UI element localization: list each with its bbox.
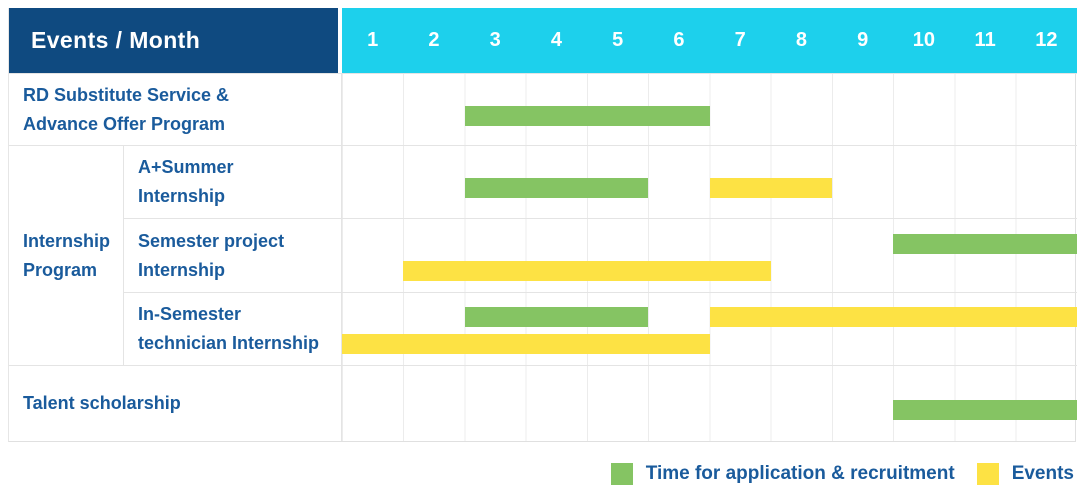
month-header-10: 10 <box>912 29 935 51</box>
months-header-row: 1 2 3 4 5 6 7 8 9 10 11 12 <box>342 8 1077 73</box>
row-label-semester-project-internship: Semester project Internship <box>124 218 342 292</box>
month-header-2: 2 <box>428 29 440 51</box>
month-header-8: 8 <box>795 29 807 51</box>
gantt-row-bars-talent-scholarship <box>342 365 1077 441</box>
row-label-rd-substitute-service: RD Substitute Service & Advance Offer Pr… <box>9 73 342 145</box>
schedule-table: Events / Month 1 2 3 4 5 6 7 8 9 10 11 1… <box>8 8 1077 442</box>
gantt-row-bars-semester-project <box>342 218 1077 292</box>
row-label-talent-scholarship: Talent scholarship <box>9 365 342 441</box>
month-header-4: 4 <box>550 29 562 51</box>
month-header-6: 6 <box>673 29 685 51</box>
application-period-bar <box>464 105 710 126</box>
gantt-row-bars-in-semester-technician <box>342 292 1077 365</box>
month-header-5: 5 <box>612 29 624 51</box>
row-label-in-semester-technician-internship: In-Semester technician Internship <box>124 292 342 365</box>
month-header-11: 11 <box>974 29 996 51</box>
corner-title: Events / Month <box>31 27 201 53</box>
legend: Time for application & recruitment Event… <box>0 463 1074 485</box>
month-header-7: 7 <box>734 29 746 51</box>
event-period-bar <box>403 260 771 281</box>
month-header-9: 9 <box>857 29 869 51</box>
row-label-a-plus-summer-internship: A+Summer Internship <box>124 145 342 218</box>
legend-item-events: Events <box>976 463 1074 485</box>
month-header-12: 12 <box>1035 29 1058 51</box>
gantt-row-bars-rd-substitute <box>342 73 1077 145</box>
application-period-bar <box>464 307 649 328</box>
green-swatch-icon <box>610 463 633 485</box>
month-header-1: 1 <box>367 29 379 51</box>
application-period-bar <box>464 178 649 199</box>
gantt-row-bars-a-plus-summer <box>342 145 1077 218</box>
legend-item-application-recruitment: Time for application & recruitment <box>610 463 955 485</box>
group-label-internship-program: Internship Program <box>9 145 124 365</box>
application-period-bar <box>893 399 1077 420</box>
event-period-bar <box>709 178 832 199</box>
event-period-bar <box>342 334 710 355</box>
month-header-3: 3 <box>489 29 501 51</box>
yellow-swatch-icon <box>976 463 999 485</box>
table-corner-header: Events / Month <box>9 8 342 73</box>
application-period-bar <box>893 233 1077 254</box>
event-period-bar <box>709 307 1077 328</box>
